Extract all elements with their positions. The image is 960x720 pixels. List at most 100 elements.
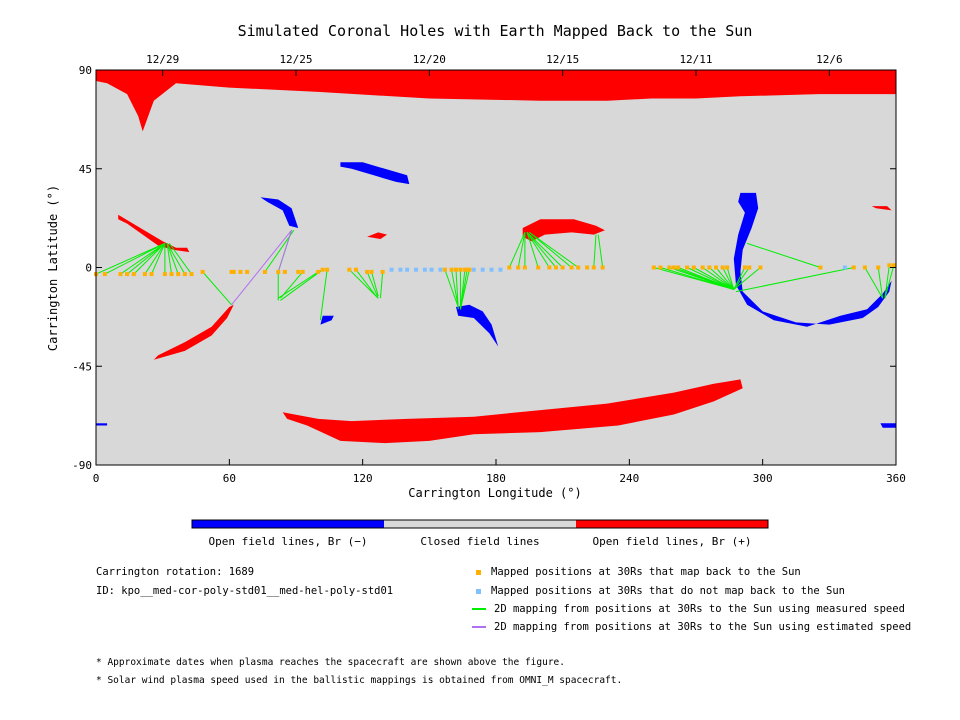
measured-speed-mapping-line xyxy=(459,269,470,310)
measured-speed-mapping-line xyxy=(455,269,459,310)
measured-speed-mapping-line xyxy=(526,232,550,268)
mapped-position-point xyxy=(245,269,250,274)
measured-speed-mapping-line xyxy=(733,267,761,290)
mapped-position-point xyxy=(465,267,470,272)
mapped-position-point xyxy=(182,272,187,277)
mapped-position-point xyxy=(576,265,581,270)
measured-speed-mapping-line xyxy=(355,269,377,297)
measured-speed-mapping-line xyxy=(708,267,735,290)
measured-speed-mapping-line xyxy=(379,271,384,299)
colorbar-frame xyxy=(191,519,769,529)
coronal-hole-positive xyxy=(153,304,234,360)
coronal-hole-negative xyxy=(260,197,299,228)
measured-speed-mapping-line xyxy=(126,242,166,275)
colorbar-segment xyxy=(192,520,384,528)
plot-area xyxy=(94,69,897,466)
mapped-position-point xyxy=(560,265,565,270)
coronal-hole-positive xyxy=(118,214,190,253)
mapped-position-point xyxy=(671,265,676,270)
mapped-position-point xyxy=(369,269,374,274)
mapped-position-point xyxy=(700,265,705,270)
measured-speed-mapping-line xyxy=(202,271,232,306)
measured-speed-mapping-line xyxy=(508,232,526,268)
mapped-position-point xyxy=(458,267,463,272)
coronal-hole-positive xyxy=(522,219,605,242)
mapped-position-point xyxy=(454,267,458,272)
mapped-position-point xyxy=(725,265,730,270)
measured-speed-mapping-line xyxy=(529,232,572,268)
mapped-position-point xyxy=(651,265,656,270)
mapped-position-point xyxy=(189,272,194,277)
mapped-position-point xyxy=(347,267,352,272)
mapped-position-point xyxy=(118,272,123,277)
axes: 0 60 120 180 240 300 360 -90 -45 0 45 90 12/29 12/25 1… xyxy=(72,53,906,485)
measured-speed-mapping-line xyxy=(733,267,746,290)
mapped-position-point xyxy=(176,272,181,277)
mapped-position-point xyxy=(507,265,512,270)
coronal-hole-positive xyxy=(96,70,896,132)
measured-speed-mapping-line xyxy=(693,267,735,290)
mapped-position-point xyxy=(714,265,718,270)
mapped-position-point xyxy=(231,269,236,274)
legend-measured-speed: 2D mapping from positions at 30Rs to the… xyxy=(472,603,905,615)
mapped-position-point xyxy=(585,265,590,270)
measured-speed-mapping-line xyxy=(884,265,895,299)
measured-speed-mapping-line xyxy=(451,269,459,308)
measured-speed-mapping-line xyxy=(746,242,821,268)
unmapped-position-point xyxy=(489,267,494,272)
colorbar-segment xyxy=(576,520,768,528)
unmapped-position-point xyxy=(429,267,434,272)
orange-dot-icon xyxy=(476,569,481,575)
measured-speed-mapping-line xyxy=(168,243,192,275)
measured-speed-mapping-line xyxy=(348,269,379,299)
chart-title: Simulated Coronal Holes with Earth Mappe… xyxy=(238,22,753,40)
unmapped-position-point xyxy=(414,267,418,272)
measured-speed-mapping-line xyxy=(277,271,319,299)
legend-unmapped-positions: Mapped positions at 30Rs that do not map… xyxy=(476,585,845,597)
top-date-label: 12/25 xyxy=(279,53,312,66)
measured-speed-mapping-line xyxy=(280,269,323,301)
mapped-position-point xyxy=(296,269,301,274)
mapped-position-point xyxy=(536,265,541,270)
mapped-position-point xyxy=(102,272,107,277)
x-axis-label: Carrington Longitude (°) xyxy=(408,486,581,500)
colorbar-segment xyxy=(384,520,576,528)
measured-speed-mapping-line xyxy=(366,271,379,299)
mapped-position-point xyxy=(149,272,154,277)
measured-speed-mapping-line xyxy=(702,267,735,290)
measured-speed-mapping-line xyxy=(722,267,735,290)
y-axis-label: Carrington Latitude (°) xyxy=(46,185,60,351)
coronal-hole-positive xyxy=(871,206,892,211)
coronal-hole-negative xyxy=(96,423,108,426)
mapped-position-point xyxy=(876,265,881,270)
y-tick-label: -90 xyxy=(72,459,92,472)
mapped-position-point xyxy=(707,265,712,270)
coronal-hole-negative xyxy=(733,192,892,327)
mapped-position-point xyxy=(229,269,234,274)
x-tick-label: 60 xyxy=(223,472,236,485)
mapped-points xyxy=(94,263,896,277)
x-tick-label: 360 xyxy=(886,472,906,485)
coronal-holes xyxy=(96,70,896,444)
mapped-position-point xyxy=(325,267,330,272)
coronal-hole-negative xyxy=(880,423,896,428)
y-tick-label: 45 xyxy=(79,163,92,176)
x-tick-label: 120 xyxy=(353,472,373,485)
measured-speed-mapping-line xyxy=(877,267,884,299)
mapped-position-point xyxy=(238,269,243,274)
legend-label: 2D mapping from positions at 30Rs to the… xyxy=(494,603,905,615)
legend-label: 2D mapping from positions at 30Rs to the… xyxy=(494,621,912,633)
green-line-icon xyxy=(472,608,486,610)
mapped-position-point xyxy=(200,269,205,274)
mapped-position-point xyxy=(658,265,663,270)
unmapped-position-point xyxy=(405,267,410,272)
mapped-position-point xyxy=(131,272,136,277)
measured-speed-mapping-line xyxy=(726,267,735,290)
unmapped-position-point xyxy=(480,267,485,272)
measured-speed-mapping-line xyxy=(593,234,597,268)
measured-speed-mapping-line xyxy=(151,243,166,275)
mapped-position-point xyxy=(720,265,725,270)
measured-speed-mapping-line xyxy=(678,267,734,290)
mapped-position-point xyxy=(354,267,358,272)
blue-dot-icon xyxy=(476,588,481,594)
